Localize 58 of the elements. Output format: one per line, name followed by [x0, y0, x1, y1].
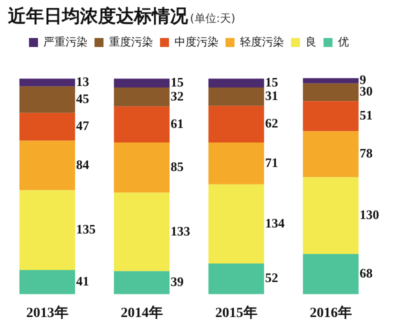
bar	[114, 78, 170, 88]
bar	[302, 101, 359, 132]
data-label: 62	[265, 115, 278, 130]
legend-label: 良	[306, 35, 316, 48]
bar	[208, 106, 264, 142]
bar	[302, 131, 359, 178]
data-label: 47	[76, 118, 90, 134]
data-label: 61	[170, 116, 184, 131]
data-label: 78	[360, 146, 374, 161]
data-label: 51	[360, 108, 373, 123]
data-label: 45	[76, 90, 90, 106]
data-label: 41	[76, 273, 90, 288]
data-label: 52	[265, 270, 278, 286]
bar	[19, 112, 76, 141]
data-label: 39	[170, 274, 184, 290]
data-label: 32	[170, 88, 184, 104]
bar	[302, 78, 359, 84]
bar	[302, 254, 359, 294]
data-label: 15	[170, 74, 184, 90]
x-tick-label: 2015年	[215, 305, 258, 322]
data-label: 68	[360, 265, 374, 280]
bar	[19, 78, 76, 86]
bar	[19, 140, 76, 190]
bar	[114, 88, 170, 106]
data-label: 84	[76, 156, 90, 172]
data-label: 133	[170, 223, 191, 238]
data-label: 13	[76, 74, 90, 89]
bar	[208, 88, 264, 106]
data-label: 31	[265, 88, 278, 104]
data-label: 71	[265, 154, 278, 170]
bar	[19, 270, 76, 294]
legend-label: 中度污染	[174, 35, 218, 48]
data-label: 130	[360, 207, 380, 222]
legend-label: 优	[338, 35, 349, 48]
x-tick-label: 2016年	[310, 305, 352, 322]
bar	[114, 142, 170, 193]
legend-label: 严重污染	[44, 35, 88, 48]
data-label: 15	[265, 74, 279, 90]
bar	[19, 190, 76, 270]
bar	[208, 142, 264, 184]
chart-subtitle: (单位:天)	[190, 12, 236, 25]
bar	[208, 184, 264, 264]
legend-label: 重度污染	[109, 35, 153, 48]
bar	[114, 192, 170, 272]
x-tick-label: 2013年	[26, 305, 68, 322]
bar	[302, 177, 359, 254]
bar	[19, 86, 76, 113]
bar	[208, 263, 264, 294]
bar	[114, 271, 170, 294]
chart-title: 近年日均浓度达标情况	[8, 6, 188, 27]
data-label: 135	[76, 221, 96, 236]
legend-label: 轻度污染	[240, 35, 284, 48]
bar	[302, 83, 359, 102]
x-tick-label: 2014年	[120, 305, 163, 322]
bar	[208, 78, 264, 88]
data-label: 134	[265, 215, 286, 230]
data-label: 85	[170, 158, 184, 174]
bar	[114, 106, 170, 142]
